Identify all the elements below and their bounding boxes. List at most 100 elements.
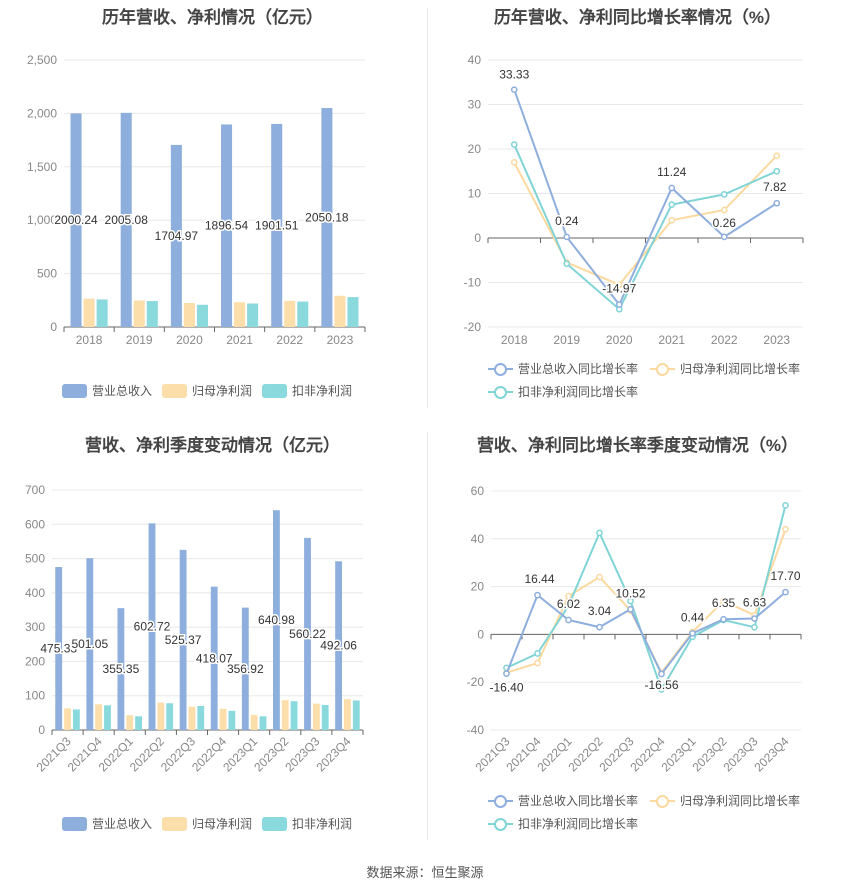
- bar-deducted: [72, 709, 80, 730]
- chart-title: 营收、净利季度变动情况（亿元）: [85, 436, 340, 455]
- bar-netprofit: [234, 302, 246, 327]
- data-point: [510, 141, 518, 148]
- bar-deducted: [228, 710, 236, 730]
- data-label: -16.56: [644, 678, 678, 692]
- data-label: 16.44: [524, 572, 554, 586]
- legend-symbol: [488, 385, 513, 399]
- data-point: [751, 615, 758, 622]
- data-point: [534, 591, 541, 599]
- data-point: [782, 501, 789, 509]
- data-point: [534, 650, 541, 657]
- data-label: 2050.18: [305, 211, 349, 225]
- legend-item-netprofit[interactable]: 归母净利润: [162, 815, 252, 832]
- data-label: 17.70: [770, 569, 800, 583]
- data-point: [773, 152, 781, 160]
- bar-deducted: [135, 716, 143, 730]
- series-line-netprofit: [513, 154, 778, 286]
- annual-revenue-profit-chart: 0 500 1,000 1,500 2,000 2,500 2018 2019 2020 2021…: [27, 53, 366, 347]
- chart-title: 历年营收、净利同比增长率情况（%）: [493, 8, 782, 27]
- y-tick-label: 500: [37, 267, 57, 281]
- data-point: [627, 605, 634, 613]
- data-label: 0.44: [681, 610, 705, 624]
- bar-revenue: [241, 607, 249, 730]
- data-point: [596, 623, 603, 631]
- legend-swatch: [62, 816, 87, 831]
- data-label: 33.33: [499, 68, 529, 82]
- annual-revenue-profit-panel: 历年营收、净利情况（亿元） 0 500 1,000 1,500 2,000 2,500 20…: [0, 0, 425, 420]
- legend-item-revenue-growth[interactable]: 营业总收入同比增长率: [488, 792, 638, 809]
- legend-label: 营业总收入: [92, 817, 153, 831]
- x-tick-label: 2019: [553, 333, 580, 347]
- legend-item-deducted[interactable]: 扣非净利润: [262, 382, 352, 399]
- bar-revenue: [179, 549, 187, 730]
- data-point: [596, 529, 603, 537]
- legend-item-deducted[interactable]: 扣非净利润: [262, 815, 352, 832]
- data-label: 2005.08: [105, 213, 149, 227]
- series-line-revenue: [505, 591, 787, 676]
- bar-deducted: [352, 700, 360, 730]
- data-label: 501.05: [71, 637, 108, 651]
- bar-deducted: [104, 705, 111, 730]
- x-tick-label: 2022: [276, 333, 303, 347]
- quarterly-revenue-profit-chart: 01002003004005006007002021Q32021Q42022Q1…: [25, 483, 364, 774]
- y-tick-label: 0: [50, 320, 57, 334]
- data-label: -14.97: [602, 282, 636, 296]
- bar-revenue: [120, 112, 132, 327]
- x-tick-label: 2023Q4: [313, 734, 353, 774]
- bar-revenue: [170, 144, 182, 327]
- bar-revenue: [221, 124, 233, 328]
- data-point: [773, 167, 781, 175]
- bar-deducted: [146, 301, 158, 327]
- legend-item-deducted-growth[interactable]: 扣非净利润同比增长率: [488, 815, 638, 832]
- data-point: [720, 597, 727, 605]
- data-label: 492.06: [320, 639, 357, 653]
- legend-item-netprofit-growth[interactable]: 归母净利润同比增长率: [650, 360, 800, 377]
- data-point: [720, 233, 728, 241]
- bar-deducted: [247, 303, 259, 327]
- bar-netprofit: [157, 702, 165, 730]
- annual-growth-chart: -20 -10 0 10 20 30 40 2018 2019 2020 2021 2022 2023 3…: [464, 53, 804, 347]
- data-point: [668, 184, 676, 192]
- legend-item-deducted-growth[interactable]: 扣非净利润同比增长率: [488, 383, 638, 400]
- legend-label: 扣非净利润同比增长率: [518, 817, 639, 831]
- data-point: [615, 281, 623, 289]
- data-source-note: 数据来源：恒生聚源: [366, 865, 484, 880]
- data-label: 10.52: [615, 586, 645, 600]
- bar-netprofit: [183, 302, 195, 327]
- bar-netprofit: [133, 300, 145, 327]
- legend-item-revenue[interactable]: 营业总收入: [62, 382, 152, 399]
- data-label: 1901.51: [255, 218, 299, 232]
- legend-item-revenue-growth[interactable]: 营业总收入同比增长率: [488, 360, 638, 377]
- legend-label: 营业总收入: [92, 384, 153, 398]
- data-point: [658, 686, 665, 693]
- data-label: 0.26: [713, 216, 737, 230]
- data-point: [668, 216, 676, 224]
- bar-revenue: [148, 523, 156, 730]
- bar-revenue: [210, 586, 218, 730]
- y-tick-label: 30: [468, 98, 482, 112]
- data-point: [563, 260, 571, 268]
- data-point: [503, 670, 510, 677]
- y-tick-label: 60: [471, 484, 485, 498]
- y-tick-label: -10: [464, 276, 482, 290]
- bar-deducted: [321, 704, 329, 730]
- y-tick-label: 40: [468, 53, 482, 67]
- bar-revenue: [271, 123, 283, 327]
- legend-item-netprofit[interactable]: 归母净利润: [162, 382, 252, 399]
- panel-divider: [427, 432, 428, 840]
- data-point: [596, 573, 603, 581]
- legend-item-netprofit-growth[interactable]: 归母净利润同比增长率: [650, 792, 800, 809]
- legend-swatch: [262, 383, 287, 398]
- data-point: [510, 86, 518, 94]
- y-tick-label: 2,000: [27, 106, 57, 120]
- data-label: 1704.97: [155, 229, 199, 243]
- bar-netprofit: [188, 706, 196, 730]
- data-label: 2000.24: [54, 213, 98, 227]
- legend-item-revenue[interactable]: 营业总收入: [62, 815, 152, 832]
- bar-netprofit: [344, 699, 351, 730]
- bar-deducted: [196, 304, 208, 327]
- y-tick-label: -20: [464, 320, 482, 334]
- y-tick-label: 400: [25, 586, 45, 600]
- bar-revenue: [321, 108, 333, 328]
- legend-symbol: [488, 794, 513, 808]
